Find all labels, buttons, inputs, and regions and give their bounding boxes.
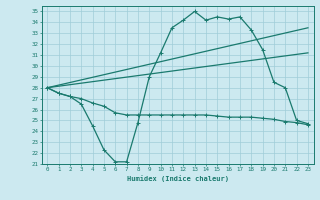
X-axis label: Humidex (Indice chaleur): Humidex (Indice chaleur) [127,175,228,182]
